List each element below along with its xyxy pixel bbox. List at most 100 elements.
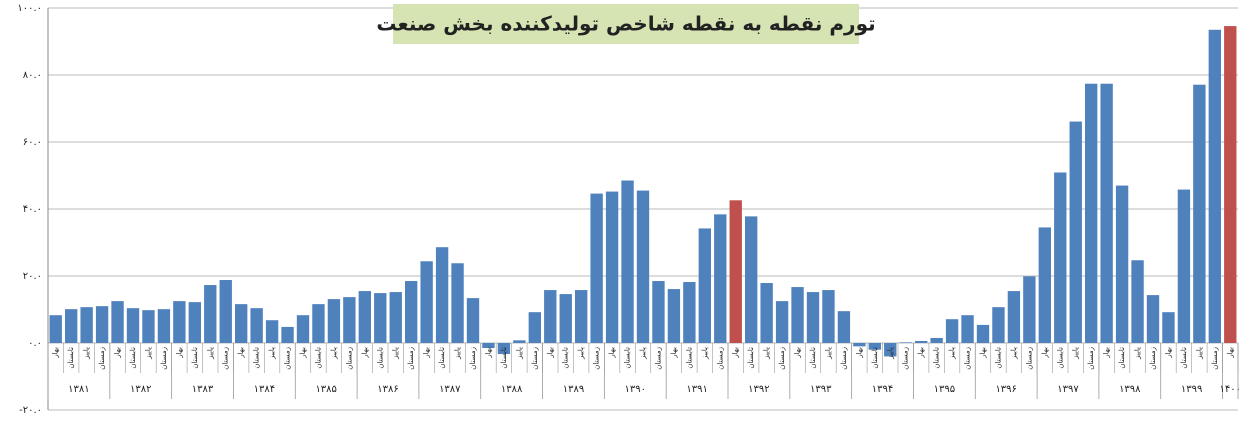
x-tick-label: تابستان	[253, 347, 261, 369]
y-tick-label: ۱۰۰.۰	[17, 3, 42, 14]
x-tick-label: تابستان	[500, 347, 508, 369]
x-tick-label: تابستان	[562, 347, 570, 369]
bar	[1115, 185, 1129, 343]
x-tick-label: زمستان	[1149, 347, 1157, 370]
x-tick-label: زمستان	[1025, 347, 1033, 370]
x-tick-label: پاییز	[577, 347, 585, 360]
x-tick-label: بهار	[732, 347, 740, 359]
bar	[868, 343, 881, 350]
bar	[621, 180, 634, 343]
bar	[605, 191, 619, 343]
bar	[961, 315, 974, 343]
bar	[636, 190, 650, 343]
bar	[775, 301, 789, 343]
x-tick-label: زمستان	[407, 347, 415, 370]
bar	[451, 263, 464, 343]
x-tick-label: بهار	[917, 347, 925, 359]
x-tick-label: پاییز	[1134, 347, 1142, 360]
x-tick-label: بهار	[1103, 347, 1111, 359]
group-label: ۱۳۹۲	[748, 384, 769, 395]
bar	[374, 293, 387, 343]
x-tick-label: تابستان	[191, 347, 199, 369]
y-tick-label: -۲۰.۰	[19, 405, 42, 416]
bar	[466, 298, 480, 343]
x-tick-label: پاییز	[206, 347, 214, 360]
bar	[188, 302, 201, 343]
x-tick-label: بهار	[423, 347, 431, 359]
x-tick-label: پاییز	[948, 347, 956, 360]
bar	[343, 297, 356, 343]
x-tick-label: تابستان	[1180, 347, 1188, 369]
bar	[358, 291, 371, 343]
x-tick-label: پاییز	[392, 347, 400, 360]
bar	[1224, 26, 1237, 344]
group-label: ۱۳۹۷	[1057, 384, 1079, 395]
x-tick-label: پاییز	[330, 347, 338, 360]
x-tick-label: زمستان	[716, 347, 724, 370]
bar	[1100, 83, 1113, 344]
bar	[915, 340, 928, 343]
bar	[219, 280, 232, 343]
bar	[760, 283, 773, 343]
group-label: ۱۳۸۳	[192, 384, 214, 395]
bar	[204, 285, 217, 343]
y-tick-label: ۲۰.۰	[23, 271, 42, 282]
bar	[1193, 84, 1206, 343]
bar	[281, 326, 294, 343]
x-tick-label: بهار	[1164, 347, 1172, 359]
bar	[296, 315, 310, 343]
bar	[111, 301, 124, 343]
x-tick-label: زمستان	[1211, 347, 1219, 370]
bar	[80, 307, 93, 343]
bar	[528, 312, 541, 343]
x-tick-label: زمستان	[160, 347, 168, 370]
y-tick-label: ۸۰.۰	[23, 70, 42, 81]
x-tick-label: پاییز	[144, 347, 152, 360]
x-tick-label: زمستان	[593, 347, 601, 370]
x-tick-label: بهار	[546, 347, 554, 359]
bar	[714, 214, 727, 343]
bar	[497, 343, 511, 355]
x-tick-label: زمستان	[654, 347, 662, 370]
x-tick-label: زمستان	[469, 347, 477, 370]
bar	[729, 200, 742, 343]
bar	[1131, 260, 1144, 343]
bar	[1038, 227, 1051, 343]
x-tick-label: تابستان	[624, 347, 632, 369]
x-tick-label: تابستان	[67, 347, 75, 369]
x-tick-label: زمستان	[222, 347, 230, 370]
bar	[126, 308, 140, 343]
group-label: ۱۳۹۴	[872, 384, 893, 395]
group-label: ۱۴۰۰	[1220, 384, 1241, 395]
x-tick-label: پاییز	[1195, 347, 1203, 360]
bar	[791, 287, 804, 343]
bar	[157, 309, 171, 343]
x-tick-label: زمستان	[1087, 347, 1095, 370]
bar	[1054, 172, 1067, 343]
y-tick-label: ۴۰.۰	[23, 204, 42, 215]
bar	[513, 340, 526, 343]
bar	[652, 281, 665, 343]
x-tick-label: تابستان	[1118, 347, 1126, 369]
bar	[853, 343, 866, 347]
bar	[884, 343, 897, 357]
x-tick-label: پاییز	[763, 347, 771, 360]
x-tick-label: پاییز	[454, 347, 462, 360]
group-label: ۱۳۸۶	[377, 384, 398, 395]
group-label: ۱۳۸۵	[315, 384, 336, 395]
x-tick-label: پاییز	[83, 347, 91, 360]
x-tick-label: بهار	[1226, 347, 1234, 359]
x-tick-label: بهار	[484, 347, 492, 359]
x-tick-label: تابستان	[1056, 347, 1064, 369]
bar	[992, 307, 1005, 343]
bar	[1208, 29, 1221, 344]
bar	[745, 216, 758, 343]
x-tick-label: تابستان	[376, 347, 384, 369]
x-tick-label: بهار	[299, 347, 307, 359]
bar	[683, 282, 696, 343]
x-tick-label: بهار	[979, 347, 987, 359]
bar	[142, 310, 155, 343]
x-tick-label: تابستان	[994, 347, 1002, 369]
group-label: ۱۳۸۹	[563, 384, 584, 395]
x-tick-label: پاییز	[639, 347, 647, 360]
